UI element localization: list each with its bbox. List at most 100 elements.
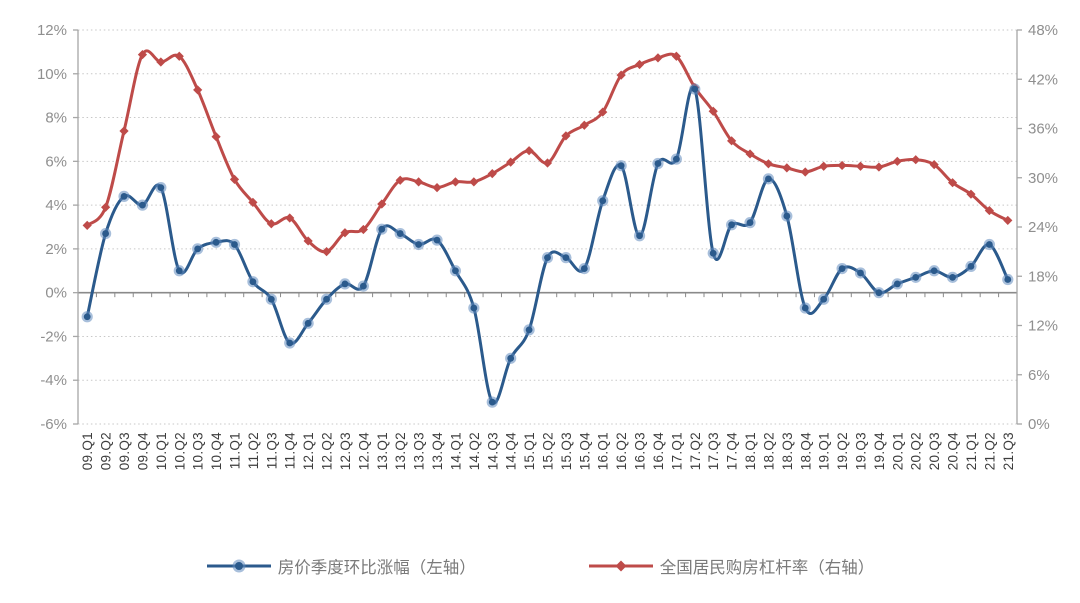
marker-diamond [487, 169, 497, 179]
marker-diamond [340, 228, 350, 238]
marker-diamond [82, 220, 92, 230]
marker-diamond [727, 136, 737, 146]
marker-circle [654, 160, 662, 167]
marker-circle [525, 326, 533, 334]
x-axis-tick-label: 11.Q2 [246, 432, 261, 469]
x-axis-tick-label: 14.Q2 [467, 432, 482, 470]
marker-circle [967, 263, 975, 270]
left-axis-tick-label: -2% [40, 328, 67, 345]
x-axis-tick-label: 09.Q2 [99, 432, 114, 470]
marker-circle [857, 269, 864, 277]
x-axis-tick-label: 09.Q1 [80, 432, 95, 470]
x-axis-tick-label: 14.Q1 [448, 432, 463, 470]
x-axis-tick-label: 13.Q1 [375, 432, 390, 470]
marker-circle [102, 230, 110, 237]
legend-item-price-qoq: 房价季度环比涨幅（左轴） [206, 554, 476, 578]
right-axis-tick-label: 36% [1028, 121, 1058, 138]
marker-diamond [763, 159, 774, 169]
marker-diamond [616, 70, 626, 80]
chart-legend: 房价季度环比涨幅（左轴） 全国居民购房杠杆率（右轴） [0, 554, 1080, 578]
marker-diamond [929, 160, 939, 170]
x-axis-tick-label: 18.Q2 [761, 432, 776, 470]
marker-circle [231, 241, 238, 248]
x-axis-tick-label: 12.Q4 [356, 432, 371, 470]
marker-circle [396, 230, 404, 237]
marker-diamond [653, 53, 663, 63]
marker-diamond [947, 178, 958, 188]
x-axis-tick-label: 21.Q1 [964, 432, 979, 470]
x-axis-tick-label: 17.Q2 [688, 432, 703, 470]
marker-circle [1004, 276, 1012, 283]
marker-circle [875, 289, 883, 297]
marker-circle [157, 184, 165, 192]
x-axis-tick-label: 13.Q2 [393, 432, 408, 470]
marker-circle [912, 273, 920, 281]
marker-diamond [358, 224, 368, 235]
right-axis-tick-label: 24% [1028, 219, 1058, 236]
marker-circle [562, 254, 570, 262]
marker-circle [304, 319, 312, 327]
legend-item-leverage: 全国居民购房杠杆率（右轴） [588, 554, 874, 578]
chart-plot-area: 12% 10% 8% 6% 4% 2% 0% -2% -4% -6% 48% 42% 36% 30% 24%… [37, 22, 1058, 470]
marker-diamond [469, 177, 479, 187]
x-axis-tick-label: 11.Q3 [264, 432, 279, 469]
marker-diamond [874, 162, 884, 172]
x-axis-tick-label: 13.Q3 [412, 432, 427, 470]
x-axis-tick-label: 10.Q4 [209, 432, 224, 470]
marker-diamond [708, 106, 718, 116]
right-axis-tick-label: 12% [1028, 318, 1058, 335]
marker-diamond [377, 199, 387, 209]
right-axis-tick-label: 48% [1028, 22, 1058, 39]
marker-diamond [542, 158, 553, 168]
marker-diamond [634, 59, 645, 70]
left-axis-tick-label: 12% [37, 22, 67, 39]
x-axis-tick-label: 20.Q4 [946, 432, 961, 470]
marker-diamond [229, 174, 240, 184]
marker-circle [765, 175, 772, 183]
marker-diamond [561, 131, 571, 141]
marker-circle [709, 249, 717, 257]
marker-circle [599, 197, 607, 205]
marker-diamond [266, 219, 276, 229]
x-axis-tick-label: 16.Q2 [614, 432, 629, 470]
marker-circle [359, 282, 367, 290]
marker-circle [415, 241, 423, 248]
right-axis-tick-label: 42% [1028, 71, 1058, 88]
marker-circle [544, 254, 551, 262]
marker-diamond [285, 213, 295, 223]
marker-circle [838, 265, 846, 272]
x-axis-tick-label: 19.Q1 [817, 432, 832, 470]
left-axis-tick-label: 6% [45, 153, 67, 170]
marker-diamond [156, 57, 166, 67]
marker-diamond [303, 236, 313, 246]
x-axis-tick-label: 19.Q2 [835, 432, 850, 470]
x-axis-tick-label: 19.Q4 [872, 432, 887, 470]
marker-diamond [819, 161, 829, 171]
marker-diamond [579, 120, 589, 130]
marker-circle [801, 304, 809, 312]
left-axis-tick-label: -4% [40, 372, 67, 389]
x-axis-tick-label: 12.Q2 [320, 432, 335, 470]
x-axis-tick-label: 09.Q4 [135, 432, 150, 470]
marker-circle [212, 238, 220, 246]
marker-diamond [911, 155, 921, 165]
marker-circle [341, 280, 349, 288]
x-axis-tick-label: 20.Q3 [927, 432, 942, 470]
x-axis-tick-label: 20.Q1 [890, 432, 905, 470]
x-axis-tick-label: 14.Q4 [504, 432, 519, 470]
x-axis-tick-label: 15.Q4 [577, 432, 592, 470]
x-axis-tick-label: 19.Q3 [854, 432, 869, 470]
marker-circle [783, 212, 791, 220]
series-line-price-qoq [85, 85, 1010, 405]
marker-diamond [137, 50, 148, 60]
x-axis-tick-label: 17.Q4 [725, 432, 740, 470]
marker-diamond [855, 161, 866, 171]
marker-diamond [101, 202, 111, 212]
marker-circle [378, 225, 386, 233]
left-axis-tick-label: 0% [45, 285, 67, 302]
marker-circle [617, 162, 625, 170]
marker-circle [194, 245, 202, 253]
marker-diamond [193, 85, 203, 95]
x-axis-tick-label: 11.Q4 [283, 432, 298, 469]
marker-circle [249, 278, 257, 286]
